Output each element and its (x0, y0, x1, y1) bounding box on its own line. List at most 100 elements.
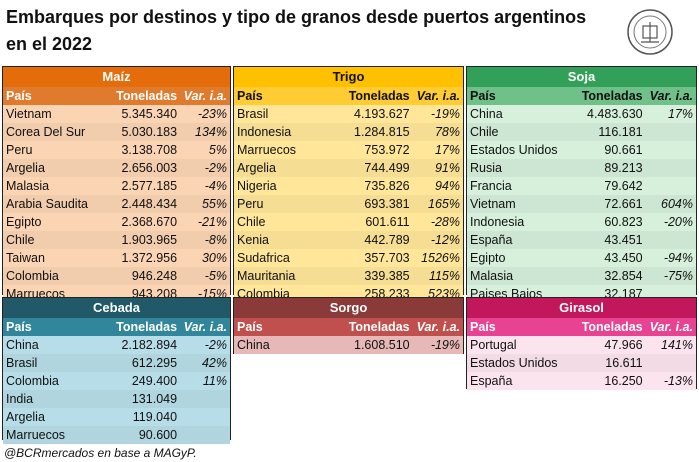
column-header-row: País Toneladas Var. i.a. (3, 318, 230, 336)
cebada-panel: Cebada País Toneladas Var. i.a. China 2.182.8… (2, 297, 231, 444)
girasol-panel: Girasol País Toneladas Var. i.a. Portugal 47.… (466, 297, 697, 390)
yoy-change-cell: -12% (430, 233, 460, 247)
country-cell: China (470, 107, 503, 121)
table-row: Argelia 119.040 (3, 408, 230, 426)
table-row: Egipto 43.450 -94% (467, 249, 696, 267)
column-header-row: País Toneladas Var. i.a. (467, 318, 696, 336)
tonnes-cell: 753.972 (364, 143, 410, 157)
table-row: Chile 601.611 -28% (234, 213, 463, 231)
table-row: Nigeria 735.826 94% (234, 177, 463, 195)
yoy-change-cell: 1526% (421, 251, 460, 265)
tonnes-cell: 1.284.815 (354, 125, 410, 139)
column-header-row: País Toneladas Var. i.a. (467, 87, 696, 105)
table-row: Francia 79.642 (467, 177, 696, 195)
country-cell: Marruecos (237, 143, 297, 157)
yoy-change-cell: -2% (204, 338, 227, 352)
country-cell: Kenia (237, 233, 269, 247)
tonnes-cell: 2.656.003 (121, 161, 178, 175)
table-row: Vietnam 5.345.340 -23% (3, 105, 230, 123)
tonnes-cell: 735.826 (364, 179, 410, 193)
table-row: Mauritania 339.385 115% (234, 267, 463, 285)
column-header: País (237, 89, 263, 103)
country-cell: Argelia (237, 161, 276, 175)
country-cell: Colombia (6, 269, 59, 283)
tonnes-cell: 2.182.894 (121, 338, 178, 352)
yoy-change-cell (180, 408, 230, 426)
trigo-table: País Toneladas Var. i.a. Brasil 4.193.627 -19… (234, 87, 463, 303)
yoy-change-cell: 11% (202, 374, 227, 388)
tonnes-cell: 4.193.627 (354, 107, 410, 121)
country-cell: Brasil (237, 107, 269, 121)
sorgo-header: Sorgo (234, 298, 463, 318)
tonnes-cell: 116.181 (598, 125, 643, 139)
tonnes-cell: 90.600 (138, 428, 178, 442)
tonnes-cell: 2.448.434 (121, 197, 178, 211)
column-header-row: País Toneladas Var. i.a. (234, 87, 463, 105)
table-row: Sudafrica 357.703 1526% (234, 249, 463, 267)
country-cell: Brasil (6, 356, 38, 370)
column-header: Toneladas (581, 89, 643, 103)
girasol-table: País Toneladas Var. i.a. Portugal 47.966 141%… (467, 318, 696, 390)
country-cell: Chile (6, 233, 35, 247)
tonnes-cell: 2.577.185 (121, 179, 178, 193)
column-header: País (470, 320, 496, 334)
yoy-change-cell: 5% (208, 143, 227, 157)
column-header: Var. i.a. (416, 89, 460, 103)
tonnes-cell: 5.345.340 (121, 107, 178, 121)
country-cell: Indonesia (470, 215, 525, 229)
country-cell: Chile (237, 215, 266, 229)
column-header: Var. i.a. (416, 320, 460, 334)
country-cell: Egipto (6, 215, 42, 229)
yoy-change-cell (646, 141, 696, 159)
tonnes-cell: 79.642 (604, 179, 643, 193)
table-row: Indonesia 60.823 -20% (467, 213, 696, 231)
cebada-table: País Toneladas Var. i.a. China 2.182.894 -2% B… (3, 318, 230, 444)
tonnes-cell: 946.248 (131, 269, 178, 283)
table-row: Rusia 89.213 (467, 159, 696, 177)
table-row: Portugal 47.966 141% (467, 336, 696, 354)
column-header: País (237, 320, 263, 334)
yoy-change-cell (646, 159, 696, 177)
country-cell: Estados Unidos (470, 356, 558, 370)
country-cell: Argelia (6, 410, 45, 424)
country-cell: China (6, 338, 39, 352)
yoy-change-cell: 165% (428, 197, 460, 211)
yoy-change-cell: -94% (663, 251, 693, 265)
yoy-change-cell: 604% (661, 197, 693, 211)
yoy-change-cell: -20% (663, 215, 693, 229)
table-row: Estados Unidos 16.611 (467, 354, 696, 372)
table-row: Malasia 32.854 -75% (467, 267, 696, 285)
country-cell: Corea Del Sur (6, 125, 86, 139)
country-cell: España (470, 233, 513, 247)
soja-header: Soja (467, 67, 696, 87)
tonnes-cell: 1.903.965 (121, 233, 178, 247)
yoy-change-cell: 17% (667, 107, 693, 121)
tonnes-cell: 47.966 (604, 338, 643, 352)
tonnes-cell: 16.611 (605, 356, 643, 370)
table-row: China 1.608.510 -19% (234, 336, 463, 354)
country-cell: Indonesia (237, 125, 292, 139)
soja-table: País Toneladas Var. i.a. China 4.483.630 17% C… (467, 87, 696, 303)
table-row: Arabia Saudita 2.448.434 55% (3, 195, 230, 213)
yoy-change-cell: 30% (201, 251, 227, 265)
tonnes-cell: 60.823 (604, 215, 643, 229)
sorgo-panel: Sorgo País Toneladas Var. i.a. China 1.608.51… (233, 297, 464, 354)
tonnes-cell: 89.213 (604, 161, 643, 175)
yoy-change-cell: -23% (197, 107, 227, 121)
tonnes-cell: 2.368.670 (121, 215, 178, 229)
yoy-change-cell: -4% (204, 179, 227, 193)
country-cell: China (237, 338, 270, 352)
yoy-change-cell: -21% (197, 215, 227, 229)
table-row: Estados Unidos 90.661 (467, 141, 696, 159)
yoy-change-cell (180, 426, 230, 444)
yoy-change-cell: -75% (663, 269, 693, 283)
country-cell: Peru (6, 143, 33, 157)
table-row: Marruecos 90.600 (3, 426, 230, 444)
column-header: Toneladas (348, 320, 410, 334)
table-row: Indonesia 1.284.815 78% (234, 123, 463, 141)
country-cell: Sudafrica (237, 251, 290, 265)
yoy-change-cell: 134% (195, 125, 227, 139)
tonnes-cell: 90.661 (604, 143, 643, 157)
column-header: Var. i.a. (183, 89, 227, 103)
tonnes-cell: 16.250 (604, 374, 643, 388)
